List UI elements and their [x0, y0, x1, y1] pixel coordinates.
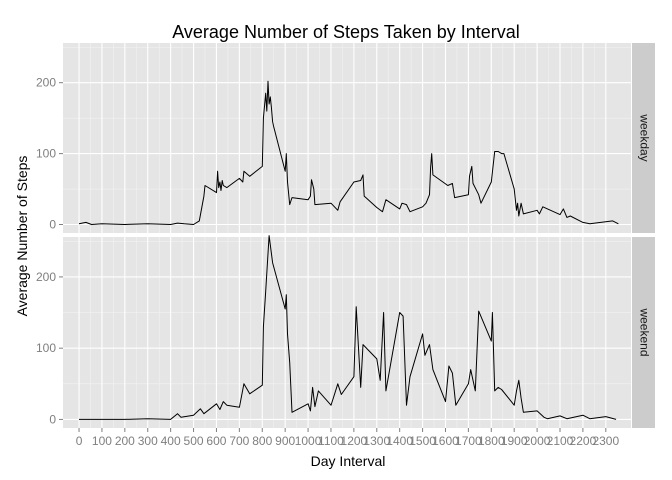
- panel-background: [63, 237, 631, 428]
- y-tick-label: 200: [36, 76, 56, 90]
- strip-weekend: [632, 237, 655, 428]
- x-tick-label: 600: [206, 434, 226, 448]
- x-axis-title: Day Interval: [311, 453, 386, 469]
- x-tick-label: 0: [76, 434, 83, 448]
- x-tick-label: 800: [252, 434, 272, 448]
- y-axis-title: Average Number of Steps: [14, 156, 30, 317]
- x-tick-label: 100: [92, 434, 112, 448]
- x-tick-label: 1900: [501, 434, 528, 448]
- panel-weekend: 0 100 200 weekend: [36, 235, 655, 428]
- x-tick-label: 1200: [341, 434, 368, 448]
- panels: 0 100 200 weekday 0 100 200 weekend: [36, 43, 655, 428]
- x-tick-label: 400: [161, 434, 181, 448]
- x-tick-label: 1600: [432, 434, 459, 448]
- y-tick-label: 100: [36, 147, 56, 161]
- x-tick-label: 1300: [363, 434, 390, 448]
- x-tick-label: 1400: [386, 434, 413, 448]
- chart-title: Average Number of Steps Taken by Interva…: [172, 22, 520, 42]
- series-line-weekday: [78, 80, 619, 225]
- x-tick-label: 2000: [524, 434, 551, 448]
- x-tick-label: 1100: [318, 434, 344, 448]
- y-tick-label: 200: [36, 270, 56, 284]
- x-tick-label: 2100: [547, 434, 574, 448]
- x-tick-label: 300: [138, 434, 158, 448]
- x-axis: 0 100 200 300 400 500 600 700 800 900 100011001200…: [76, 428, 619, 448]
- x-tick-label: 900: [275, 434, 295, 448]
- panel-weekday: 0 100 200 weekday: [36, 43, 655, 233]
- series-line-weekend: [79, 235, 617, 420]
- x-tick-label: 700: [229, 434, 249, 448]
- x-tick-label: 1500: [409, 434, 436, 448]
- x-tick-label: 2200: [570, 434, 597, 448]
- y-tick-label: 0: [49, 412, 56, 426]
- x-tick-label: 1700: [455, 434, 482, 448]
- strip-weekday: [632, 43, 655, 233]
- x-tick-label: 2300: [592, 434, 619, 448]
- x-tick-label: 200: [115, 434, 135, 448]
- strip-label-weekend: weekend: [637, 307, 651, 356]
- panel-background: [63, 43, 631, 233]
- y-tick-label: 100: [36, 341, 56, 355]
- x-tick-label: 500: [184, 434, 204, 448]
- x-tick-label: 1800: [478, 434, 505, 448]
- strip-label-weekday: weekday: [637, 113, 651, 161]
- x-tick-label: 1000: [295, 434, 322, 448]
- y-tick-label: 0: [49, 217, 56, 231]
